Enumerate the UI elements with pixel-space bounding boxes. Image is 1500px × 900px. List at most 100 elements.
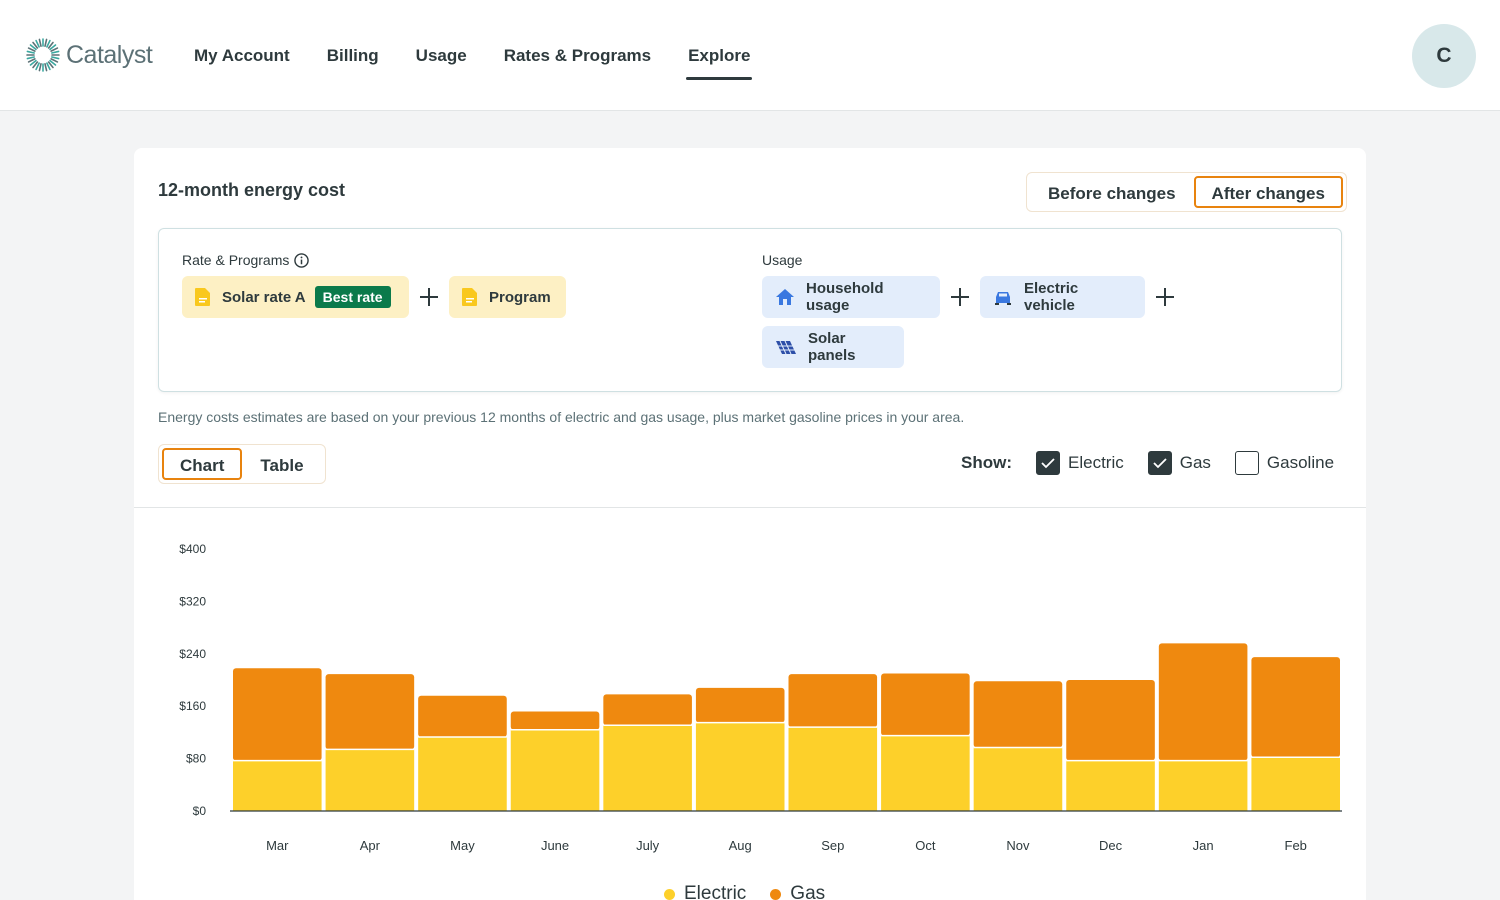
bar-electric-june[interactable] <box>510 729 600 811</box>
nav-rates-programs[interactable]: Rates & Programs <box>503 46 652 65</box>
checkbox-checked-icon[interactable] <box>1147 451 1172 475</box>
rate-programs-label: Rate & Programs <box>182 252 310 268</box>
gas-checkbox-label: Gas <box>1179 453 1211 472</box>
x-tick-label: Feb <box>1285 838 1307 853</box>
solar-panels-label: Solar panels <box>808 330 856 364</box>
nav-explore[interactable]: Explore <box>686 0 753 111</box>
chart-legend: Electric Gas <box>664 883 849 900</box>
x-tick-label: Apr <box>360 838 381 853</box>
energy-cost-chart: $0 $80 $160 $240 $320 $400 Mar Apr May June July Au… <box>134 530 1366 900</box>
stacked-bar-chart: $0 $80 $160 $240 $320 $400 Mar Apr May June July Au… <box>179 542 1342 853</box>
after-changes-button[interactable]: After changes <box>1193 176 1343 208</box>
main-nav: My Account Billing Usage Rates & Program… <box>194 0 787 111</box>
x-tick-label: June <box>541 838 569 853</box>
household-usage-label: Household usage <box>806 280 884 314</box>
series-filter: Show: Electric Gas Gasoline <box>961 448 1334 478</box>
info-icon[interactable] <box>294 252 310 268</box>
nav-usage[interactable]: Usage <box>415 46 467 65</box>
gas-dot-icon <box>770 888 782 900</box>
gasoline-checkbox[interactable]: Gasoline <box>1234 451 1335 475</box>
y-tick-label: $400 <box>179 542 206 556</box>
card-title: 12-month energy cost <box>158 180 346 200</box>
bar-electric-july[interactable] <box>603 725 692 811</box>
bar-gas-aug[interactable] <box>695 687 785 723</box>
divider <box>134 507 1366 508</box>
solar-rate-label: Solar rate A <box>222 288 306 306</box>
x-tick-label: Sep <box>821 838 844 853</box>
x-tick-label: Dec <box>1099 838 1123 853</box>
x-tick-label: Mar <box>266 838 289 853</box>
bar-gas-apr[interactable] <box>325 674 415 750</box>
y-tick-label: $80 <box>186 752 206 766</box>
y-tick-label: $240 <box>179 647 206 661</box>
x-tick-label: Oct <box>915 838 936 853</box>
bar-electric-aug[interactable] <box>695 722 785 811</box>
x-tick-label: Nov <box>1006 838 1030 853</box>
before-after-toggle: Before changes After changes <box>1026 172 1347 212</box>
catalyst-logo-icon <box>26 38 60 72</box>
x-tick-label: July <box>636 838 660 853</box>
bar-gas-june[interactable] <box>510 711 600 730</box>
bar-electric-nov[interactable] <box>973 747 1063 811</box>
bar-gas-sep[interactable] <box>788 674 878 728</box>
legend-gas-label: Gas <box>790 883 826 900</box>
show-label: Show: <box>961 453 1012 472</box>
solar-rate-chip[interactable]: Solar rate A Best rate <box>182 276 409 318</box>
bar-gas-mar[interactable] <box>233 668 322 761</box>
household-usage-chip[interactable]: Household usage <box>762 276 940 318</box>
bar-electric-apr[interactable] <box>325 749 415 811</box>
bar-gas-dec[interactable] <box>1066 680 1155 761</box>
bar-gas-feb[interactable] <box>1251 657 1340 758</box>
table-view-button[interactable]: Table <box>260 456 304 475</box>
nav-billing[interactable]: Billing <box>326 46 379 65</box>
bar-electric-sep[interactable] <box>788 727 878 811</box>
electric-checkbox[interactable]: Electric <box>1036 451 1124 475</box>
x-tick-label: May <box>450 838 475 853</box>
gas-checkbox[interactable]: Gas <box>1147 451 1211 475</box>
legend-electric-label: Electric <box>684 883 747 900</box>
document-icon <box>195 288 210 306</box>
electric-vehicle-chip[interactable]: Electric vehicle <box>980 276 1145 318</box>
nav-my-account[interactable]: My Account <box>194 46 290 65</box>
y-tick-label: $0 <box>193 804 207 818</box>
bar-gas-nov[interactable] <box>973 681 1063 748</box>
bar-gas-may[interactable] <box>418 695 507 737</box>
bar-gas-jan[interactable] <box>1158 643 1248 761</box>
bar-electric-dec[interactable] <box>1066 760 1155 811</box>
user-avatar[interactable]: C <box>1412 24 1476 88</box>
y-tick-label: $160 <box>179 699 206 713</box>
solar-panels-chip[interactable]: Solar panels <box>762 326 904 368</box>
bar-gas-july[interactable] <box>603 694 692 726</box>
plus-icon <box>1156 288 1174 306</box>
bar-gas-oct[interactable] <box>881 673 970 736</box>
gasoline-checkbox-label: Gasoline <box>1266 453 1335 472</box>
program-label: Program <box>489 288 551 306</box>
brand-name: Catalyst <box>66 40 153 69</box>
document-icon <box>462 288 477 306</box>
car-icon <box>995 292 1011 305</box>
plus-icon <box>420 288 438 306</box>
electric-dot-icon <box>664 888 675 900</box>
bar-electric-mar[interactable] <box>233 760 322 811</box>
checkbox-checked-icon[interactable] <box>1036 451 1060 475</box>
bar-electric-oct[interactable] <box>881 735 970 811</box>
plus-icon <box>951 288 969 306</box>
legend-electric: Electric <box>664 883 746 900</box>
bar-electric-may[interactable] <box>418 736 507 811</box>
legend-gas: Gas <box>770 883 825 900</box>
bar-electric-feb[interactable] <box>1251 757 1340 811</box>
solar-panel-icon <box>776 340 796 355</box>
program-chip[interactable]: Program <box>449 276 566 318</box>
electric-vehicle-label: Electric vehicle <box>1024 280 1079 314</box>
scenario-config-panel: Rate & Programs Solar rate A Best rate P… <box>158 228 1342 392</box>
before-changes-button[interactable]: Before changes <box>1048 184 1176 203</box>
house-icon <box>776 289 794 305</box>
x-tick-label: Aug <box>729 838 752 853</box>
checkbox-unchecked-icon[interactable] <box>1234 451 1259 475</box>
chart-view-button[interactable]: Chart <box>162 448 243 480</box>
top-header: Catalyst My Account Billing Usage Rates … <box>0 0 1500 111</box>
estimate-note: Energy costs estimates are based on your… <box>158 409 965 425</box>
electric-checkbox-label: Electric <box>1068 453 1124 472</box>
brand-logo[interactable]: Catalyst <box>26 37 153 73</box>
bar-electric-jan[interactable] <box>1158 760 1248 811</box>
